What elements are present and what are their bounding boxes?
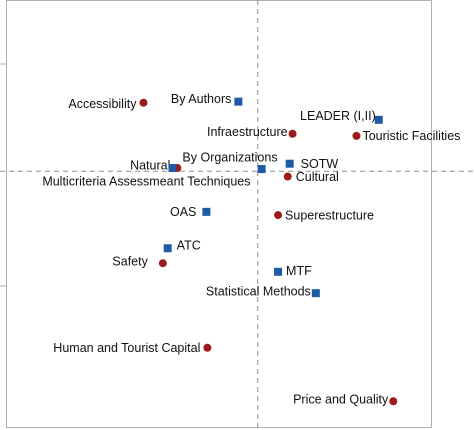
label-sotw: SOTW xyxy=(301,157,339,171)
label-touristic-facilities: Touristic Facilities xyxy=(362,129,460,143)
point-leader-i-ii xyxy=(374,115,383,124)
label-cultural: Cultural xyxy=(296,170,339,184)
label-natural: Natural xyxy=(130,158,170,172)
point-atc xyxy=(163,244,172,253)
point-by-authors xyxy=(234,97,243,106)
point-oas xyxy=(202,207,211,216)
point-infraestructure xyxy=(288,129,297,138)
point-safety xyxy=(158,259,167,268)
point-accessibility xyxy=(139,98,148,107)
plot-frame xyxy=(6,0,432,428)
label-multicriteria-assessmeant-techniques: Multicriteria Assessmeant Techniques xyxy=(42,174,250,188)
point-statistical-methods xyxy=(311,289,320,298)
label-human-and-tourist-capital: Human and Tourist Capital xyxy=(53,341,200,355)
point-cultural xyxy=(283,172,292,181)
label-by-authors: By Authors xyxy=(171,92,231,106)
point-price-and-quality xyxy=(389,397,398,406)
point-multicriteria-assessmeant-techniques xyxy=(168,163,177,172)
point-human-and-tourist-capital xyxy=(203,343,212,352)
label-safety: Safety xyxy=(112,255,148,269)
point-by-organizations xyxy=(257,165,266,174)
label-by-organizations: By Organizations xyxy=(182,150,277,164)
label-price-and-quality: Price and Quality xyxy=(293,393,389,407)
label-atc: ATC xyxy=(177,239,201,253)
label-superestructure: Superestructure xyxy=(285,208,374,222)
label-statistical-methods: Statistical Methods xyxy=(206,284,311,298)
label-infraestructure: Infraestructure xyxy=(207,125,288,139)
label-oas: OAS xyxy=(170,205,196,219)
point-superestructure xyxy=(274,211,283,220)
point-sotw xyxy=(285,159,294,168)
label-leader-i-ii: LEADER (I,II) xyxy=(300,109,376,123)
point-mtf xyxy=(274,267,283,276)
point-touristic-facilities xyxy=(352,131,361,140)
label-accessibility: Accessibility xyxy=(68,97,137,111)
label-mtf: MTF xyxy=(286,264,312,278)
